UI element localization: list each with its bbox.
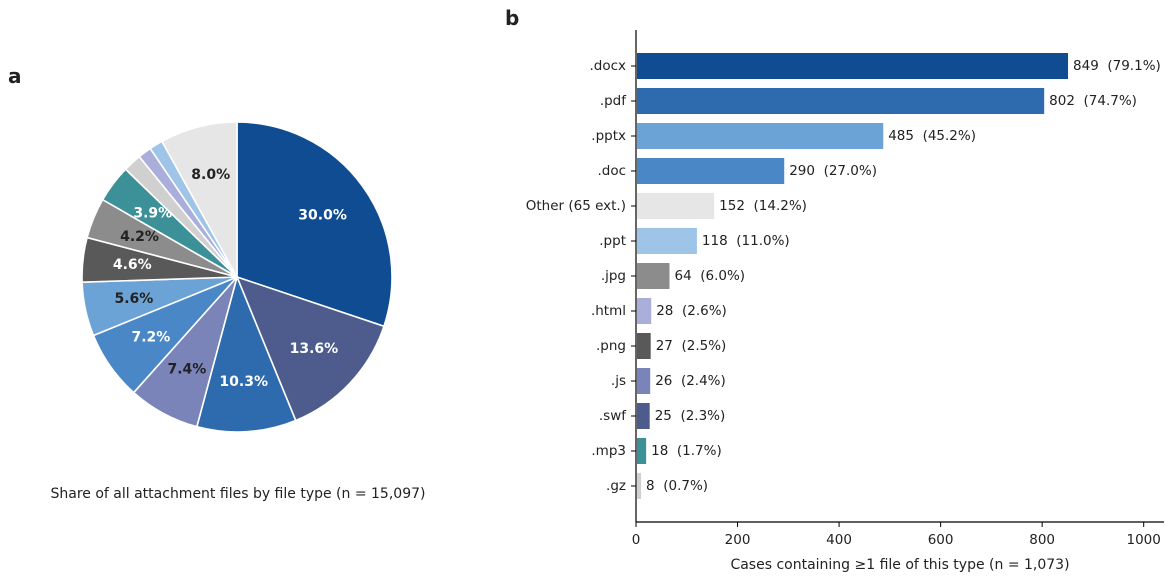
bar-category-label-4: Other (65 ext.) <box>526 198 626 214</box>
bar-category-label-2: .pptx <box>591 128 626 144</box>
pie-slice-label-2: 10.3% <box>219 374 268 390</box>
pie-slice-label-7: 4.2% <box>120 229 159 245</box>
pie-chart: 30.0% 13.6% 10.3% 7.4% 7.2% 5.6% 4.6% 4.2% 3.9% 8… <box>81 121 393 433</box>
x-tick-label-4: 800 <box>1029 532 1055 548</box>
x-tick-label-0: 0 <box>632 532 641 548</box>
bar-2 <box>637 123 884 149</box>
pie-slice-label-3: 7.4% <box>167 362 206 378</box>
bar-category-label-5: .ppt <box>599 233 626 249</box>
bar-category-label-10: .swf <box>599 408 627 424</box>
x-tick-label-2: 400 <box>826 532 852 548</box>
bar-value-label-10: 25 (2.3%) <box>655 408 726 424</box>
pie-caption: Share of all attachment files by file ty… <box>50 486 426 502</box>
x-tick-label-3: 600 <box>928 532 954 548</box>
pie-slice-label-8: 3.9% <box>133 206 172 222</box>
panel-b-letter: b <box>505 6 520 30</box>
bar-chart: 0 200 400 600 800 1000 .docx 849 (79.1%) .pdf 802… <box>526 30 1164 548</box>
bar-value-label-0: 849 (79.1%) <box>1073 58 1161 74</box>
pie-slice-1 <box>235 275 385 422</box>
pie-slice-0 <box>236 121 393 328</box>
bar-value-label-11: 18 (1.7%) <box>651 443 722 459</box>
panel-a-letter: a <box>8 64 22 88</box>
bar-x-axis-label: Cases containing ≥1 file of this type (n… <box>730 557 1070 573</box>
bar-10 <box>637 403 650 429</box>
bar-category-label-7: .html <box>591 303 626 319</box>
bar-category-label-12: .gz <box>606 478 626 494</box>
bar-value-label-9: 26 (2.4%) <box>655 373 726 389</box>
bar-4 <box>637 193 715 219</box>
bar-7 <box>637 298 652 324</box>
pie-slice-12 <box>160 121 238 278</box>
bar-value-label-1: 802 (74.7%) <box>1049 93 1137 109</box>
bar-value-label-8: 27 (2.5%) <box>656 338 727 354</box>
bar-1 <box>637 88 1045 114</box>
bar-value-label-6: 64 (6.0%) <box>674 268 745 284</box>
bar-category-label-0: .docx <box>589 58 626 74</box>
bar-value-label-4: 152 (14.2%) <box>719 198 807 214</box>
bar-value-label-2: 485 (45.2%) <box>888 128 976 144</box>
pie-slice-2 <box>195 274 297 433</box>
bar-category-label-11: .mp3 <box>591 443 626 459</box>
bar-11 <box>637 438 647 464</box>
bar-value-label-3: 290 (27.0%) <box>789 163 877 179</box>
pie-slice-label-1: 13.6% <box>290 341 339 357</box>
bar-value-label-12: 8 (0.7%) <box>646 478 708 494</box>
x-tick-label-5: 1000 <box>1127 532 1161 548</box>
bar-value-label-7: 28 (2.6%) <box>656 303 727 319</box>
bar-0 <box>637 53 1069 79</box>
bar-12 <box>637 473 642 499</box>
pie-slice-label-12: 8.0% <box>191 167 230 183</box>
pie-slice-label-4: 7.2% <box>131 330 170 346</box>
bar-8 <box>637 333 651 359</box>
bar-category-label-3: .doc <box>597 163 626 179</box>
x-tick-label-1: 200 <box>725 532 751 548</box>
pie-slice-label-5: 5.6% <box>114 291 153 307</box>
bar-9 <box>637 368 651 394</box>
bar-5 <box>637 228 697 254</box>
bar-3 <box>637 158 785 184</box>
pie-slice-label-6: 4.6% <box>113 257 152 273</box>
bar-category-label-1: .pdf <box>600 93 627 109</box>
bar-category-label-6: .jpg <box>601 268 626 284</box>
bar-category-label-9: .js <box>611 373 626 389</box>
bar-6 <box>637 263 670 289</box>
bar-value-label-5: 118 (11.0%) <box>702 233 790 249</box>
pie-slice-label-0: 30.0% <box>298 208 347 224</box>
bar-category-label-8: .png <box>596 338 626 354</box>
